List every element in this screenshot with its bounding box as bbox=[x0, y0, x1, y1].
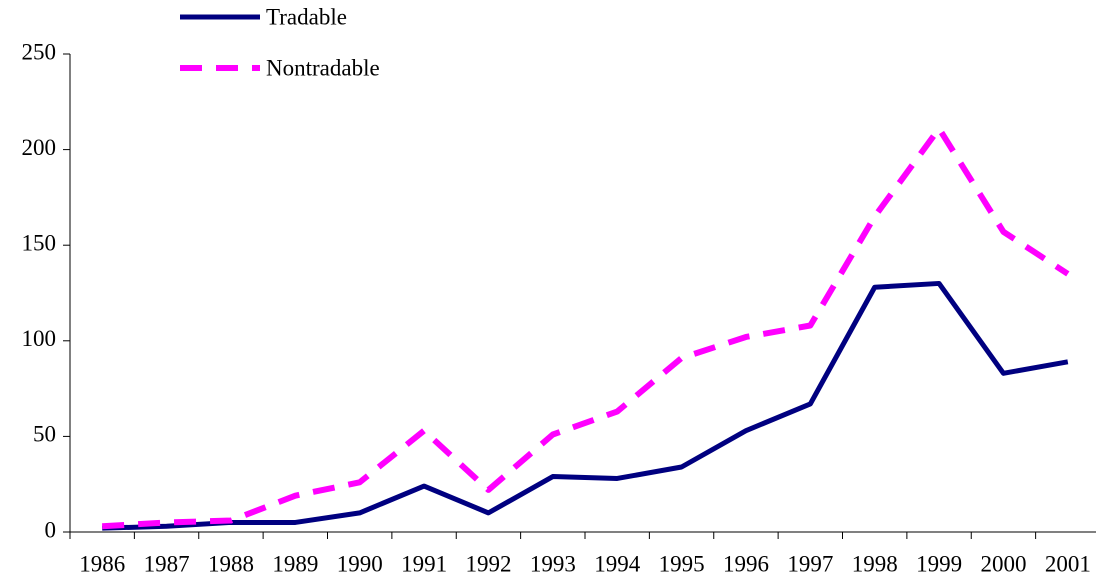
x-tick-label: 1996 bbox=[723, 551, 769, 576]
legend-label: Tradable bbox=[266, 4, 347, 29]
x-tick-label: 2001 bbox=[1045, 551, 1091, 576]
y-tick-label: 200 bbox=[22, 135, 57, 160]
x-tick-label: 1999 bbox=[916, 551, 962, 576]
x-tick-label: 1989 bbox=[272, 551, 318, 576]
x-tick-label: 1987 bbox=[144, 551, 190, 576]
y-tick-label: 50 bbox=[33, 422, 56, 447]
y-tick-label: 150 bbox=[22, 230, 57, 255]
data-line bbox=[102, 280, 1069, 531]
x-tick-label: 1993 bbox=[530, 551, 576, 576]
x-tick-label: 1995 bbox=[659, 551, 705, 576]
x-tick-label: 1994 bbox=[594, 551, 641, 576]
x-tick-label: 2000 bbox=[980, 551, 1026, 576]
y-tick-label: 0 bbox=[45, 517, 57, 542]
legend-label: Nontradable bbox=[266, 55, 380, 80]
x-tick-label: 1990 bbox=[337, 551, 383, 576]
x-tick-label: 1997 bbox=[787, 551, 833, 576]
x-tick-label: 1992 bbox=[465, 551, 511, 576]
x-tick-label: 1991 bbox=[401, 551, 447, 576]
y-tick-label: 100 bbox=[22, 326, 57, 351]
y-tick-label: 250 bbox=[22, 39, 57, 64]
x-tick-label: 1998 bbox=[852, 551, 898, 576]
x-tick-label: 1988 bbox=[208, 551, 254, 576]
data-line bbox=[102, 125, 1070, 530]
x-tick-label: 1986 bbox=[79, 551, 125, 576]
